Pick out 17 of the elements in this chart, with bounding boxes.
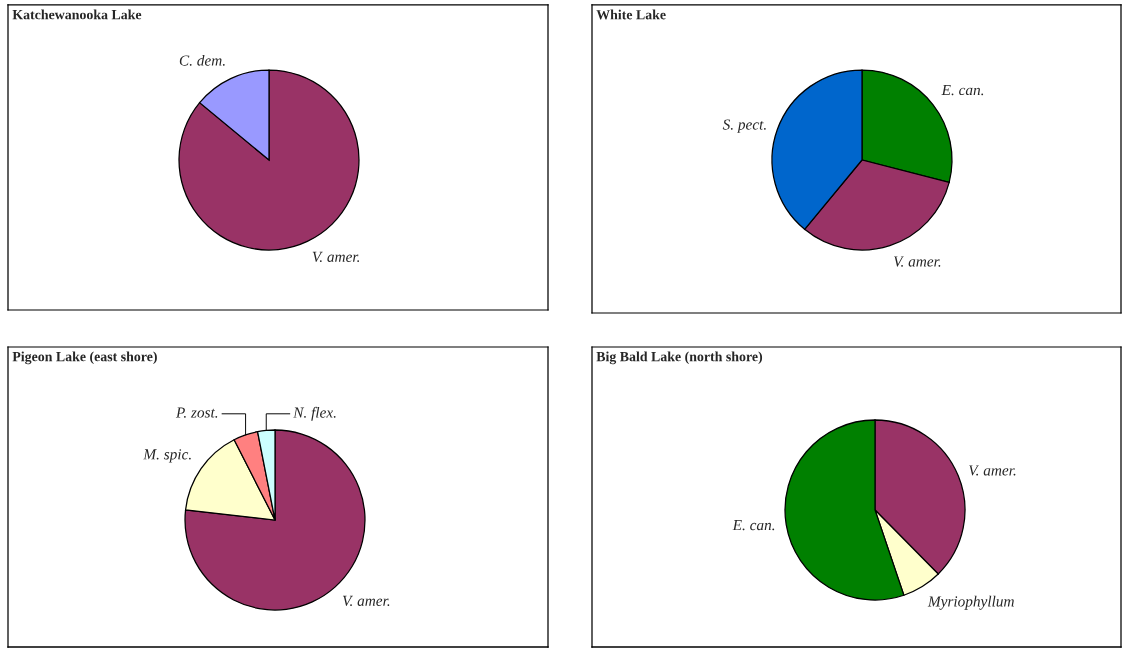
slice-label: P. zost. (175, 407, 218, 418)
slice-label: V. amer. (893, 256, 941, 267)
slice-label: E. can. (941, 84, 984, 96)
chart-title: Big Bald Lake (north shore) (596, 351, 763, 365)
chart-title: Katchewanooka Lake (12, 9, 142, 20)
chart-title: White Lake (596, 9, 666, 20)
slice-label: S. pect. (722, 119, 766, 133)
slice-label: V. amer. (969, 465, 1016, 476)
slice-label: V. amer. (342, 595, 390, 607)
slice-label: V. amer. (312, 251, 360, 263)
slice-label: M. spic. (143, 449, 191, 463)
pie-slice (178, 69, 360, 251)
slice-label: N. flex. (293, 406, 336, 421)
slice-label: E. can. (732, 520, 775, 531)
slice-label: Myriophyllum (927, 595, 1014, 610)
slice-label: C. dem. (179, 54, 225, 66)
chart-title: Pigeon Lake (east shore) (12, 351, 157, 365)
